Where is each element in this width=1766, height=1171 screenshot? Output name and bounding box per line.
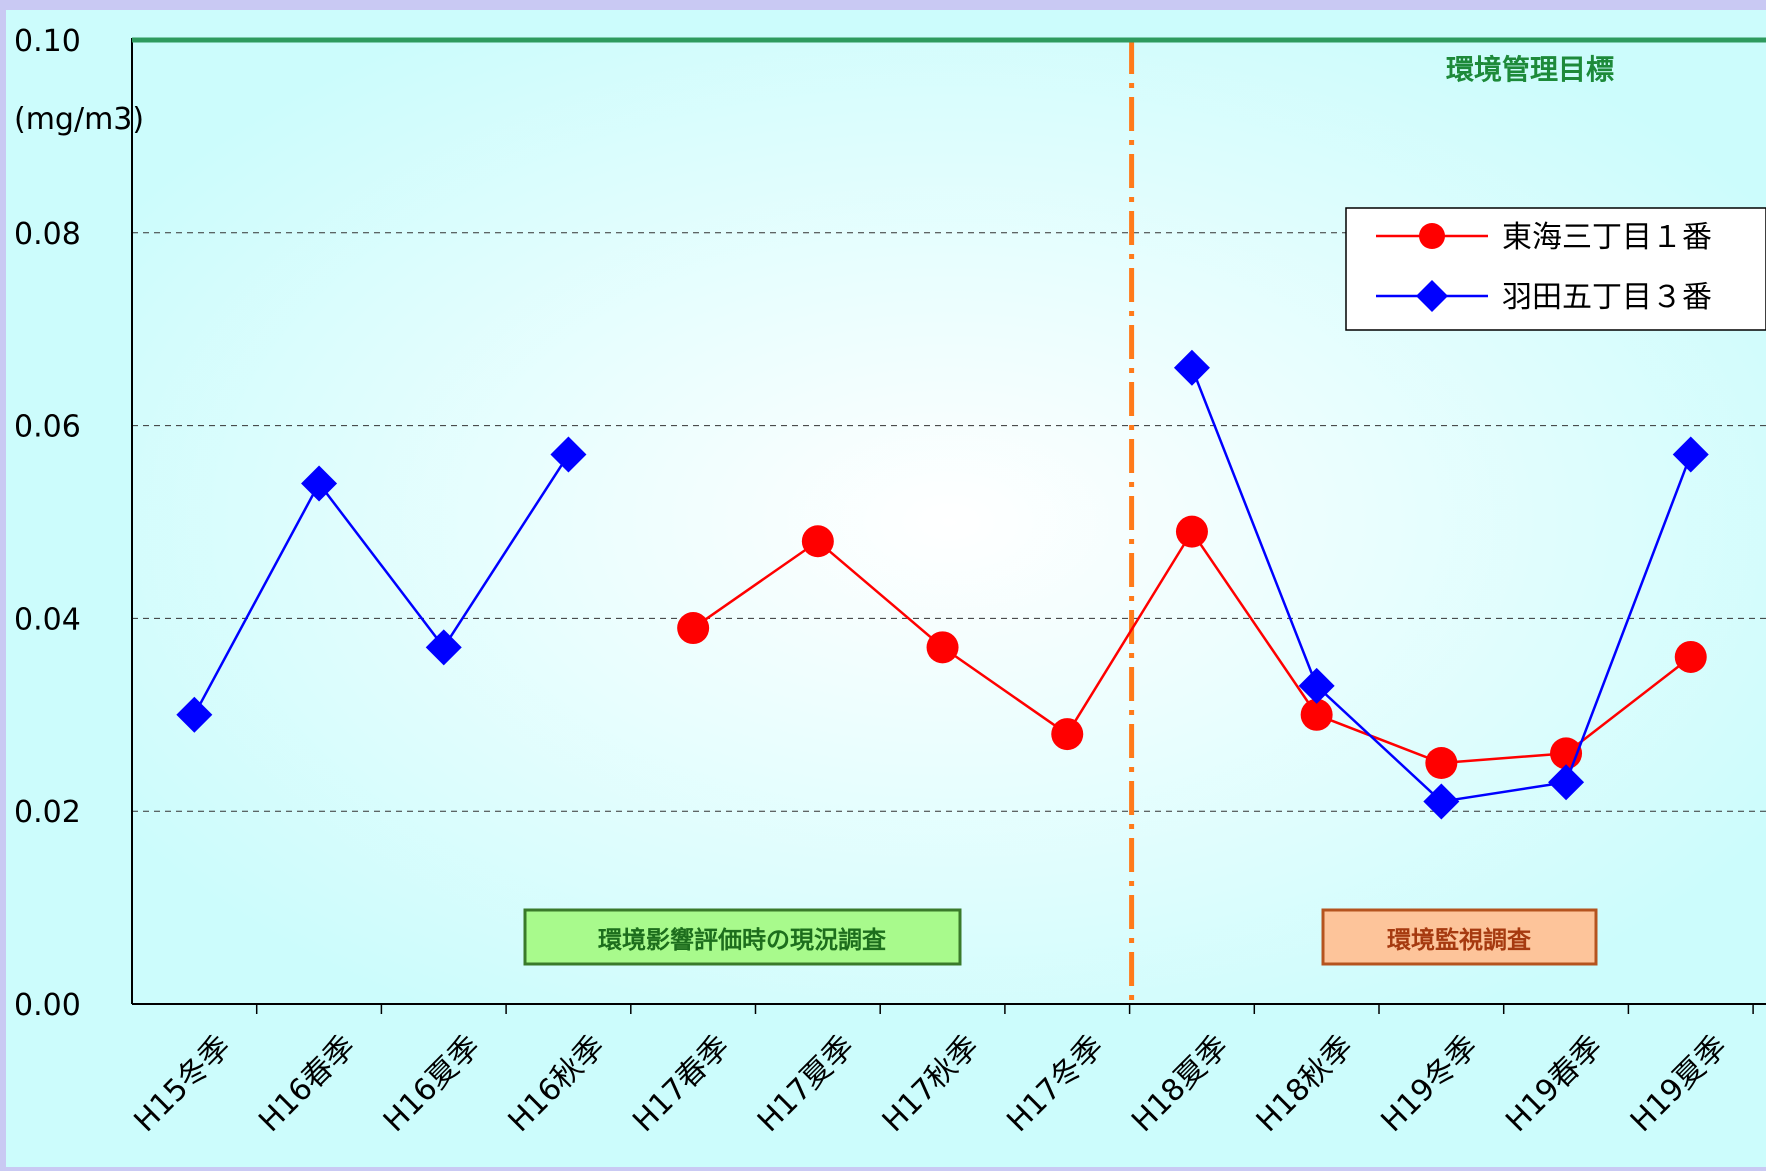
y-tick-label: 0.10 [14,24,81,59]
y-tick-label: 0.04 [14,602,81,637]
data-point [926,631,959,664]
series-line [193,453,570,716]
legend-label-series-2: 羽田五丁目３番 [1502,280,1712,315]
series-1 [677,515,1707,779]
y-tick-label: 0.08 [14,217,81,252]
legend-marker-series-2 [1416,280,1448,312]
plot-area [132,40,1766,1004]
legend: 東海三丁目１番 羽田五丁目３番 [1345,207,1766,331]
period-label-right-text: 環境監視調査 [1387,926,1531,954]
y-tick-label: 0.06 [14,410,81,445]
data-point [176,696,213,733]
period-label-left: 環境影響評価時の現況調査 [523,908,962,966]
data-point [1423,783,1460,820]
legend-label-series-1: 東海三丁目１番 [1502,220,1712,255]
data-point [1674,640,1707,673]
y-tick-label: 0.00 [14,988,81,1023]
y-tick-label: 0.02 [14,795,81,830]
data-point [1672,436,1709,473]
series-2 [176,349,1709,820]
target-line-label: 環境管理目標 [1446,53,1614,86]
data-point [425,629,462,666]
data-point [550,436,587,473]
data-point [301,465,338,502]
data-point [1175,515,1208,548]
period-label-right: 環境監視調査 [1321,908,1598,966]
data-point [677,612,710,645]
data-point [801,525,834,558]
data-point [1173,349,1210,386]
data-point [1300,698,1333,731]
data-point [1051,718,1084,751]
period-label-right-box [1321,908,1598,966]
y-axis-unit-label: (mg/m3) [14,102,144,137]
period-label-left-box [523,908,962,966]
legend-marker-series-1 [1419,223,1445,249]
period-label-left-text: 環境影響評価時の現況調査 [598,926,886,954]
data-point [1548,764,1585,801]
legend-box [1345,207,1766,331]
data-point [1298,667,1335,704]
data-point [1425,747,1458,779]
